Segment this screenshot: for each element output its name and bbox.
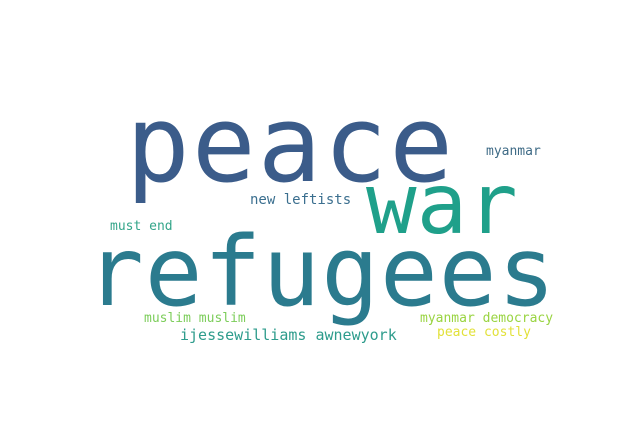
word-muslim-muslim: muslim muslim xyxy=(144,311,246,326)
word-must-end: must end xyxy=(110,219,173,234)
word-peace-costly: peace costly xyxy=(437,325,531,340)
word-myanmar: myanmar xyxy=(486,144,541,159)
word-peace: peace xyxy=(126,83,456,206)
word-myanmar-democracy: myanmar democracy xyxy=(420,311,554,326)
word-war: war xyxy=(366,155,518,253)
word-new-leftists: new leftists xyxy=(250,192,352,208)
word-refugees: refugees xyxy=(86,216,557,328)
word-ijessewilliams-awnewyork: ijessewilliams awnewyork xyxy=(180,326,397,344)
